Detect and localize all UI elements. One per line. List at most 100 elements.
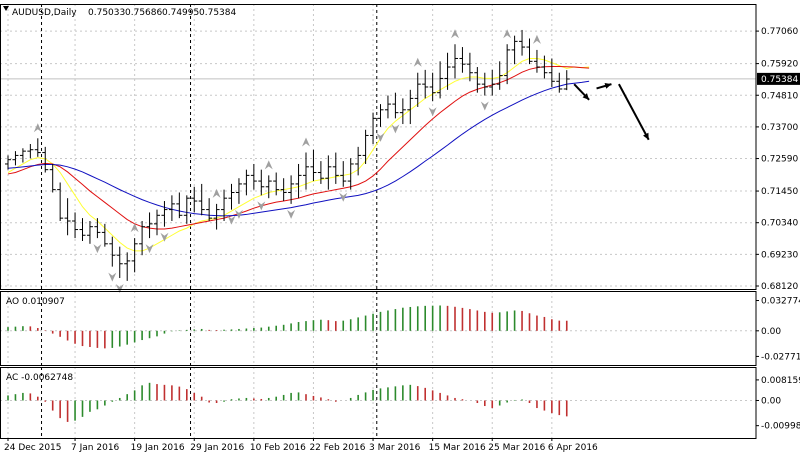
fractal-down-icon <box>287 209 296 219</box>
time-tick-label: 7 Jan 2016 <box>71 443 119 453</box>
fractal-up-icon <box>33 123 42 133</box>
ohlc-bar <box>228 183 235 210</box>
ohlc-bar <box>161 201 168 227</box>
time-tick-label: 22 Feb 2016 <box>309 443 365 453</box>
price-tick-label: 0.73700 <box>761 123 798 133</box>
ohlc-bar <box>154 209 160 236</box>
ohlc-bar <box>280 178 287 202</box>
ohlc-bar <box>526 38 533 65</box>
fractal-markers <box>33 29 541 294</box>
fractal-down-icon <box>339 192 348 202</box>
price-tick-label: 0.75920 <box>761 60 798 70</box>
ao-tick-label: -0.027713 <box>761 352 800 362</box>
ohlc-bar <box>548 58 555 87</box>
forecast-arrow-icon <box>596 82 612 90</box>
fractal-up-icon <box>532 34 541 44</box>
ohlc-bar <box>310 149 317 182</box>
ohlc-bar <box>556 72 563 93</box>
ohlc-bar <box>101 223 108 247</box>
ohlc-bar <box>437 61 444 99</box>
ohlc-bar <box>265 175 272 199</box>
ohlc-bar <box>258 169 265 196</box>
price-tick-label: 0.74810 <box>761 91 798 101</box>
ohlc-bar <box>124 252 131 281</box>
ohlc-bar <box>109 236 116 267</box>
ohlc-bar <box>72 212 79 239</box>
fractal-up-icon <box>212 188 221 198</box>
time-tick-label: 6 Apr 2016 <box>548 443 598 453</box>
ohlc-bar <box>168 195 175 221</box>
ohlc-bar <box>198 183 205 216</box>
ohlc-bar <box>422 69 429 99</box>
ac-panel: 0.0081590 0.00 -0.0099867 AC -0.0062748 <box>0 373 800 432</box>
ao-histogram <box>7 305 568 349</box>
ma-line-slow <box>7 80 590 217</box>
ac-histogram <box>7 382 568 422</box>
fractal-down-icon <box>115 284 124 294</box>
ohlc-bar <box>511 35 518 65</box>
ohlc-bar <box>19 148 26 163</box>
ohlc-bar <box>332 152 339 184</box>
ohlc-bar <box>533 49 540 73</box>
ohlc-bar <box>191 186 198 213</box>
ohlc-bar <box>183 195 190 224</box>
fractal-down-icon <box>257 201 266 211</box>
price-tick-label: 0.71450 <box>761 187 798 197</box>
ohlc-bar <box>325 155 332 190</box>
ohlc-bar <box>347 158 354 190</box>
ohlc-bar <box>5 155 11 170</box>
price-panel: 0.77060 0.75920 0.74810 0.73700 0.72590 0.714… <box>0 4 800 438</box>
fractal-down-icon <box>391 124 400 134</box>
fractal-down-icon <box>376 132 385 142</box>
ohlc-bar <box>377 104 384 127</box>
ohlc-bar <box>139 220 146 256</box>
ohlc-bar <box>496 61 503 90</box>
price-tick-label: 0.70340 <box>761 219 798 229</box>
ohlc-bars <box>5 29 570 281</box>
ac-tick-label: 0.00 <box>761 396 781 406</box>
ohlc-bar <box>27 144 34 159</box>
ohlc-bar <box>295 163 302 199</box>
forecast-arrows <box>573 82 650 141</box>
forecast-arrow-icon <box>573 83 590 101</box>
ac-label: AC -0.0062748 <box>6 373 73 383</box>
current-price-box <box>757 72 800 85</box>
ohlc-bar <box>273 172 280 196</box>
ohlc-bar <box>399 98 406 125</box>
ohlc-bar <box>489 69 496 96</box>
arrow-head <box>582 93 590 100</box>
ohlc-bar <box>94 218 101 239</box>
ohlc-bar <box>288 175 295 204</box>
ao-label: AO 0.010907 <box>6 297 65 307</box>
current-price-label: 0.75384 <box>761 75 798 85</box>
price-grid <box>0 4 756 438</box>
time-tick-label: 25 Mar 2016 <box>488 443 545 453</box>
ohlc-bar <box>146 212 153 239</box>
ohlc-bar <box>221 189 228 221</box>
price-tick-label: 0.72590 <box>761 155 798 165</box>
price-tick-label: 0.68120 <box>761 282 798 292</box>
panel-frames <box>0 4 757 439</box>
current-price-marker: 0.75384 <box>757 72 800 85</box>
ohlc-bar <box>213 203 220 230</box>
ohlc-bar <box>250 163 257 190</box>
ohlc-bar <box>49 163 56 193</box>
panel-border <box>0 4 757 290</box>
fractal-down-icon <box>160 232 169 242</box>
open-value: 0.75033 <box>88 8 125 18</box>
ao-panel: 0.032774 0.00 -0.027713 AO 0.010907 <box>0 297 800 362</box>
ohlc-bar <box>176 192 183 219</box>
ohlc-bar <box>12 151 19 166</box>
ohlc-bar <box>303 152 309 190</box>
ohlc-bar <box>34 138 41 157</box>
ac-tick-label: -0.0099867 <box>761 422 800 432</box>
forecast-arrow-icon <box>618 83 650 141</box>
ohlc-bar <box>42 146 49 173</box>
fractal-down-icon <box>93 244 102 254</box>
ohlc-bar <box>392 92 399 119</box>
dropdown-triangle-icon[interactable] <box>3 6 9 11</box>
fractal-down-icon <box>227 215 236 225</box>
arrow-head <box>604 82 612 89</box>
